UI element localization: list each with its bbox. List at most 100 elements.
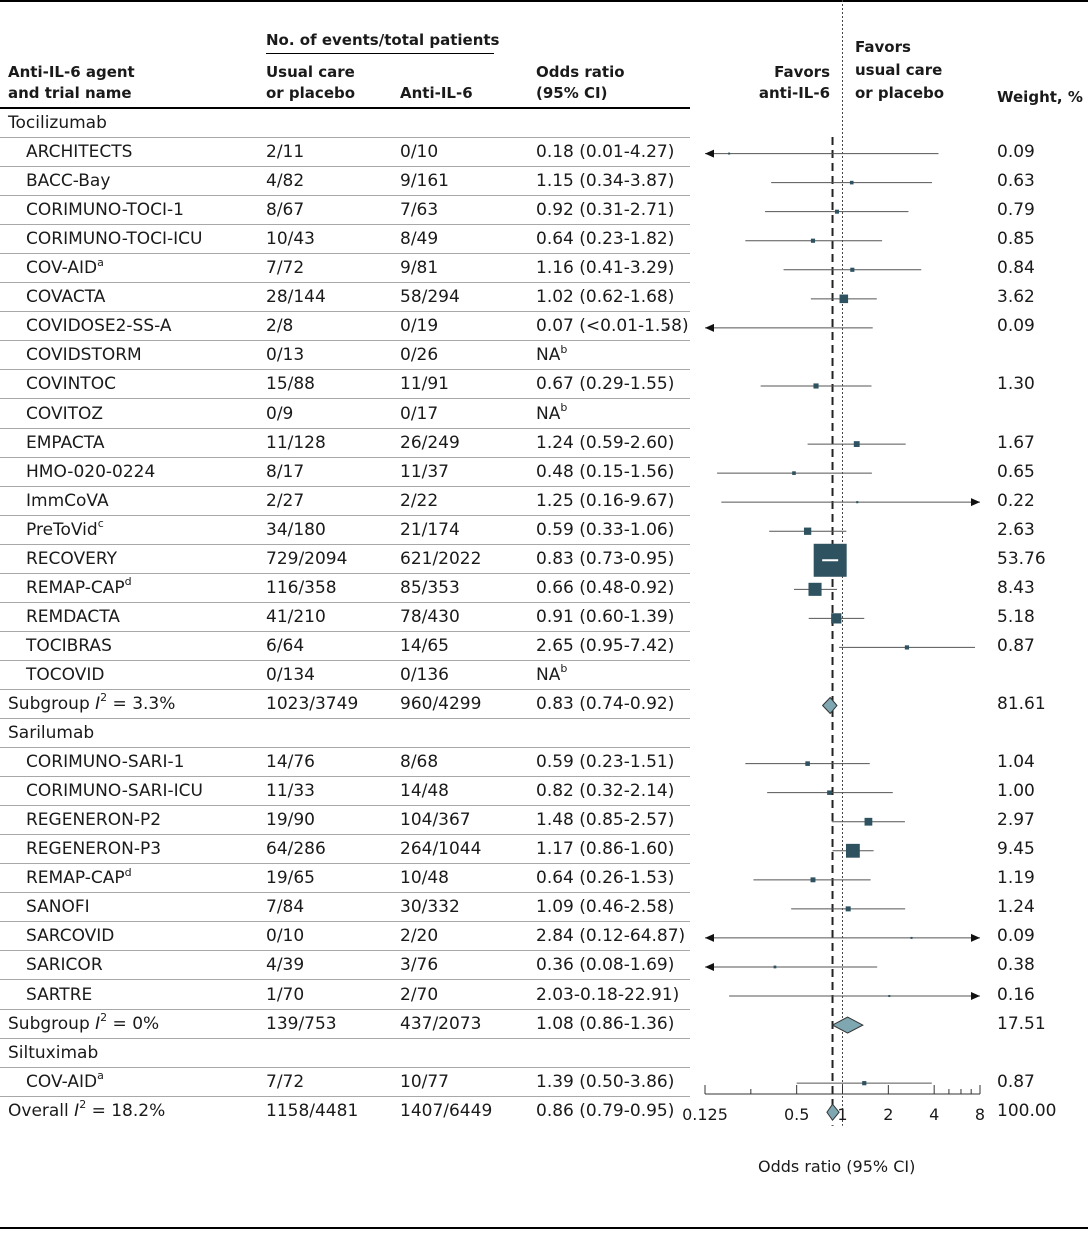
odds-ratio-text: 0.64 (0.26-1.53) (536, 864, 674, 893)
x-tick-label: 0.125 (682, 1105, 728, 1124)
trial-name: COV-AIDa (26, 254, 104, 283)
anti-il6-events: 0/10 (400, 142, 439, 163)
trial-name-text: COVACTA (26, 287, 106, 308)
trial-name-text: TOCIBRAS (26, 635, 112, 656)
trial-name-text: CORIMUNO-TOCI-1 (26, 200, 184, 221)
odds-ratio-value: 1.24 (0.59-2.60) (536, 432, 675, 453)
group-name: Sarilumab (8, 719, 94, 748)
odds-ratio-value: 0.59 (0.33-1.06) (536, 519, 675, 540)
weight-value: 9.45 (997, 839, 1035, 860)
odds-ratio-value: 0.91 (0.60-1.39) (536, 606, 675, 627)
point-estimate-marker (845, 906, 851, 912)
anti-il6-events: 14/65 (400, 635, 449, 656)
odds-ratio-text: 0.86 (0.79-0.95) (536, 1097, 674, 1126)
header-favors-usual-line3: or placebo (855, 84, 945, 102)
trial-name-text: Siltuximab (8, 1042, 99, 1063)
row-divider (0, 572, 690, 574)
header-favors-anti-line1: Favors (774, 63, 830, 81)
i2-symbol: I (95, 694, 101, 714)
odds-ratio-text: 0.92 (0.31-2.71) (536, 196, 674, 225)
usual-care-events: 14/76 (266, 752, 315, 773)
odds-ratio-text: 1.16 (0.41-3.29) (536, 254, 674, 283)
trial-name-text: RECOVERY (26, 548, 117, 569)
odds-ratio-value: 1.39 (0.50-3.86) (536, 1071, 675, 1092)
usual-care-events: 4/82 (266, 171, 305, 192)
trial-name: COVIDOSE2-SS-A (26, 312, 172, 341)
point-estimate-marker (792, 471, 796, 475)
table-row: BACC-Bay 4/82 9/161 1.15 (0.34-3.87) (0, 167, 690, 197)
trial-name-text: Subgroup (8, 694, 96, 714)
row-divider (0, 979, 690, 981)
point-estimate-marker (862, 1081, 867, 1086)
header-agent-line2: and trial name (8, 84, 132, 102)
table-row: COVIDOSE2-SS-A 2/8 0/19 0.07 (<0.01-1.58) (0, 312, 690, 342)
usual-care-events: 11/33 (266, 781, 315, 802)
weight-value: 0.09 (997, 926, 1035, 947)
odds-ratio-value: 2.84 (0.12-64.87) (536, 926, 686, 947)
trial-name: ARCHITECTS (26, 138, 132, 167)
weight-value: 81.61 (997, 694, 1046, 714)
odds-ratio-text: 0.48 (0.15-1.56) (536, 458, 674, 487)
i2-symbol: I (95, 1013, 101, 1034)
table-row: EMPACTA 11/128 26/249 1.24 (0.59-2.60) (0, 429, 690, 458)
trial-name: REMAP-CAPd (26, 864, 132, 893)
row-divider (0, 863, 690, 865)
row-divider (0, 485, 690, 487)
odds-ratio-value: 0.07 (<0.01-1.58) (536, 316, 689, 337)
trial-name: COVACTA (26, 283, 105, 312)
table-row: CORIMUNO-SARI-ICU 11/33 14/48 0.82 (0.32-2.… (0, 777, 690, 807)
odds-ratio-value: 1.02 (0.62-1.68) (536, 287, 675, 308)
anti-il6-events: 11/91 (400, 374, 449, 395)
odds-ratio-text: 1.02 (0.62-1.68) (536, 283, 674, 312)
x-tick-label: 2 (883, 1105, 893, 1124)
anti-il6-events: 0/19 (400, 316, 439, 337)
x-axis-label: Odds ratio (95% CI) (758, 1157, 916, 1176)
odds-ratio-value: 0.82 (0.32-2.14) (536, 781, 675, 802)
trial-name-text: REGENERON-P3 (26, 839, 162, 860)
i2-superscript: 2 (100, 1010, 108, 1024)
table-row: CORIMUNO-SARI-1 14/76 8/68 0.59 (0.23-1.51) (0, 748, 690, 778)
usual-care-events: 41/210 (266, 606, 326, 627)
header-or-line1: Odds ratio (536, 63, 625, 81)
anti-il6-events: 11/37 (400, 461, 449, 482)
odds-ratio-value: 0.83 (0.74-0.92) (536, 694, 675, 714)
weight-value: 1.04 (997, 752, 1035, 773)
trial-name-text: REMAP-CAP (26, 868, 125, 889)
row-divider (0, 137, 690, 138)
x-tick-label: 8 (975, 1105, 985, 1124)
row-divider (0, 456, 690, 458)
table-row: COVINTOC 15/88 11/91 0.67 (0.29-1.55) (0, 370, 690, 400)
anti-il6-events: 10/48 (400, 868, 449, 889)
trial-name-text: CORIMUNO-SARI-1 (26, 752, 185, 773)
usual-care-events: 1023/3749 (266, 694, 359, 714)
odds-ratio-value: 1.08 (0.86-1.36) (536, 1013, 675, 1034)
x-tick-label: 4 (929, 1105, 939, 1124)
subgroup-diamond (831, 1016, 864, 1034)
row-divider (0, 950, 690, 952)
trial-name-text: HMO-020-0224 (26, 461, 156, 482)
trial-name: TOCOVID (26, 661, 104, 690)
header-events-rule (266, 53, 494, 54)
weight-value: 0.22 (997, 490, 1035, 511)
footnote-mark: b (560, 342, 568, 356)
usual-care-events: 10/43 (266, 229, 315, 250)
header-weight: Weight, % (997, 88, 1083, 106)
table-row: REMAP-CAPd 116/358 85/353 0.66 (0.48-0.92) (0, 574, 690, 603)
trial-name: CORIMUNO-TOCI-ICU (26, 225, 202, 254)
anti-il6-events: 21/174 (400, 519, 460, 540)
point-estimate-marker (810, 877, 816, 883)
ci-arrow-left (705, 149, 714, 158)
weight-value: 5.18 (997, 606, 1035, 627)
usual-care-events: 7/84 (266, 897, 305, 918)
usual-care-events: 139/753 (266, 1013, 337, 1034)
odds-ratio-text: 0.64 (0.23-1.82) (536, 225, 674, 254)
trial-name: CORIMUNO-SARI-ICU (26, 777, 203, 806)
usual-care-events: 11/128 (266, 432, 326, 453)
anti-il6-events: 78/430 (400, 606, 460, 627)
row-divider (0, 427, 690, 429)
odds-ratio-text: NAb (536, 341, 567, 370)
weight-value: 1.24 (997, 897, 1035, 918)
usual-care-events: 116/358 (266, 577, 337, 598)
row-divider (0, 166, 690, 168)
